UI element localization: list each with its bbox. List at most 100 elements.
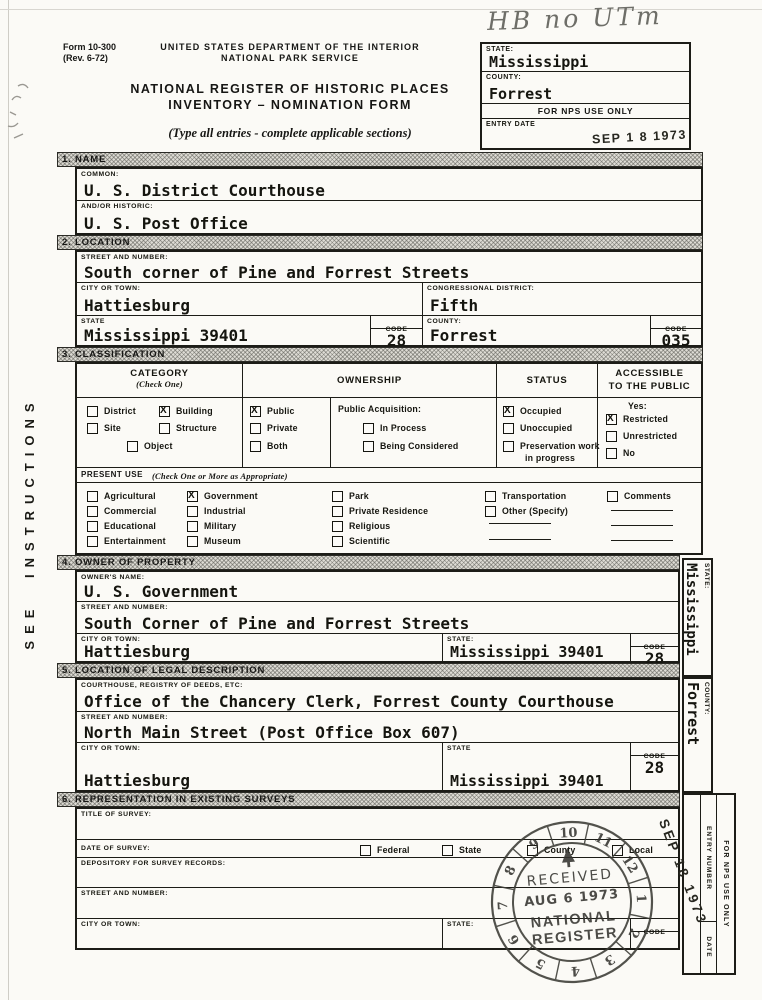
blank-line bbox=[489, 529, 551, 540]
status-continuation: in progress bbox=[525, 453, 576, 463]
nps-state-row: STATE: Mississippi bbox=[482, 44, 689, 72]
see-instructions-margin: SEE INSTRUCTIONS bbox=[22, 396, 37, 650]
ownership-cell: Public Private Both bbox=[242, 398, 330, 467]
depository-field: DEPOSITORY FOR SURVEY RECORDS: bbox=[77, 858, 678, 888]
checkbox-being-considered[interactable] bbox=[363, 440, 374, 452]
street-value: North Main Street (Post Office Box 607) bbox=[84, 723, 460, 742]
checkbox-restricted[interactable] bbox=[606, 413, 617, 425]
present-use-note: (Check One or More as Appropriate) bbox=[152, 470, 288, 481]
code-label: CODE bbox=[643, 753, 666, 760]
section2-location: STREET AND NUMBER: South corner of Pine … bbox=[75, 250, 703, 350]
checkbox-in-process[interactable] bbox=[363, 422, 374, 434]
checkbox-county[interactable] bbox=[527, 844, 538, 856]
nps-use-column: FOR NPS USE ONLY bbox=[717, 795, 734, 973]
city-value: Hattiesburg bbox=[84, 642, 190, 661]
checkbox-both[interactable] bbox=[250, 440, 261, 452]
checkbox-private-residence[interactable] bbox=[332, 505, 343, 517]
entry-date-row: ENTRY DATE SEP 1 8 1973 bbox=[482, 119, 689, 147]
stamp-dial-number: 1 bbox=[633, 894, 648, 904]
checkbox-label: Park bbox=[349, 491, 369, 501]
checkbox-label: Restricted bbox=[623, 414, 669, 424]
courthouse-field: COURTHOUSE, REGISTRY OF DEEDS, ETC: Offi… bbox=[77, 680, 678, 712]
checkbox-comments[interactable] bbox=[607, 490, 618, 502]
owner-name-value: U. S. Government bbox=[84, 582, 239, 601]
checkbox-unrestricted[interactable] bbox=[606, 430, 617, 442]
title-line1: NATIONAL REGISTER OF HISTORIC PLACES bbox=[130, 82, 450, 96]
congressional-district-value: Fifth bbox=[430, 296, 479, 315]
section-bar-owner: 4. OWNER OF PROPERTY bbox=[57, 555, 680, 570]
city-label: CITY OR TOWN: bbox=[81, 921, 141, 928]
checkbox-local[interactable] bbox=[612, 844, 623, 856]
accessible-cell: Yes: Restricted Unrestricted No bbox=[597, 398, 701, 467]
survey-title-label: TITLE OF SURVEY: bbox=[81, 811, 152, 818]
checkbox-structure[interactable] bbox=[159, 422, 170, 434]
page-title: NATIONAL REGISTER OF HISTORIC PLACES INV… bbox=[120, 81, 460, 113]
checkbox-label: Public bbox=[267, 406, 295, 416]
classification-header-row: CATEGORY (Check One) OWNERSHIP STATUS AC… bbox=[77, 364, 701, 398]
checkbox-label: Occupied bbox=[520, 406, 562, 416]
checkbox-public[interactable] bbox=[250, 405, 261, 417]
checkbox-commercial[interactable] bbox=[87, 505, 98, 517]
checkbox-state[interactable] bbox=[442, 844, 453, 856]
checkbox-object[interactable] bbox=[127, 440, 138, 452]
checkbox-transportation[interactable] bbox=[485, 490, 496, 502]
checkbox-no[interactable] bbox=[606, 447, 617, 459]
section-bar-legal: 5. LOCATION OF LEGAL DESCRIPTION bbox=[57, 663, 680, 678]
checkbox-unoccupied[interactable] bbox=[503, 422, 514, 434]
accessible-header-cell: ACCESSIBLE TO THE PUBLIC bbox=[597, 364, 701, 397]
stamp-outer-ring bbox=[490, 820, 654, 984]
checkbox-educational[interactable] bbox=[87, 520, 98, 532]
city-value: Hattiesburg bbox=[84, 296, 190, 315]
checkbox-industrial[interactable] bbox=[187, 505, 198, 517]
blank-line bbox=[611, 500, 673, 511]
checkbox-federal[interactable] bbox=[360, 844, 371, 856]
entry-date-label: ENTRY DATE bbox=[486, 121, 536, 128]
code-label: CODE bbox=[643, 644, 666, 651]
department-line2: NATIONAL PARK SERVICE bbox=[221, 53, 359, 63]
legal-street-field: STREET AND NUMBER: North Main Street (Po… bbox=[77, 712, 678, 743]
city-label: CITY OR TOWN: bbox=[81, 636, 141, 643]
type-instructions: (Type all entries - complete applicable … bbox=[168, 126, 412, 140]
section1-name: COMMON: U. S. District Courthouse AND/OR… bbox=[75, 167, 703, 235]
checkbox-agricultural[interactable] bbox=[87, 490, 98, 502]
checkbox-building[interactable] bbox=[159, 405, 170, 417]
checkbox-government[interactable] bbox=[187, 490, 198, 502]
checkbox-label: Structure bbox=[176, 423, 217, 433]
state-label: STATE: bbox=[486, 46, 514, 53]
checkbox-label: Private Residence bbox=[349, 506, 429, 516]
stamp-dial-number: 11 bbox=[592, 830, 615, 852]
checkbox-label: Object bbox=[144, 441, 173, 451]
state-county-row: STATE Mississippi 39401 CODE 28 COUNTY: … bbox=[77, 316, 701, 350]
checkbox-preservation-work[interactable] bbox=[503, 440, 514, 452]
nps-use-only-label: FOR NPS USE ONLY bbox=[722, 840, 729, 928]
nps-county-row: COUNTY: Forrest bbox=[482, 72, 689, 104]
checkbox-museum[interactable] bbox=[187, 535, 198, 547]
checkbox-label: Unrestricted bbox=[623, 431, 678, 441]
checkbox-park[interactable] bbox=[332, 490, 343, 502]
stamp-org-line2: REGISTER bbox=[531, 925, 618, 948]
county-cell: COUNTY: Forrest bbox=[422, 316, 650, 345]
checkbox-occupied[interactable] bbox=[503, 405, 514, 417]
nps-state-county-box: STATE: Mississippi COUNTY: Forrest FOR N… bbox=[480, 42, 691, 150]
checkbox-label: District bbox=[104, 406, 136, 416]
courthouse-label: COURTHOUSE, REGISTRY OF DEEDS, ETC: bbox=[81, 682, 243, 689]
survey-city-row: CITY OR TOWN: STATE: CODE bbox=[77, 919, 678, 948]
checkbox-label: Local bbox=[629, 845, 653, 855]
stamp-dial-number: 3 bbox=[601, 951, 617, 969]
checkbox-scientific[interactable] bbox=[332, 535, 343, 547]
checkbox-entertainment[interactable] bbox=[87, 535, 98, 547]
margin-county-cell: COUNTY: Forrest bbox=[682, 677, 713, 793]
section4-owner: OWNER'S NAME: U. S. Government STREET AN… bbox=[75, 570, 680, 668]
accessible-header-line2: TO THE PUBLIC bbox=[608, 381, 691, 392]
checkbox-label: Industrial bbox=[204, 506, 246, 516]
state-label: STATE bbox=[81, 318, 106, 325]
entry-number-column: ENTRY NUMBER DATE bbox=[700, 795, 717, 973]
checkbox-private[interactable] bbox=[250, 422, 261, 434]
checkbox-district[interactable] bbox=[87, 405, 98, 417]
stamp-date-text: AUG 6 1973 bbox=[524, 887, 620, 910]
checkbox-other[interactable] bbox=[485, 505, 496, 517]
checkbox-religious[interactable] bbox=[332, 520, 343, 532]
checkbox-military[interactable] bbox=[187, 520, 198, 532]
checkbox-site[interactable] bbox=[87, 422, 98, 434]
handwritten-annotation: HB no UTm bbox=[486, 0, 664, 37]
